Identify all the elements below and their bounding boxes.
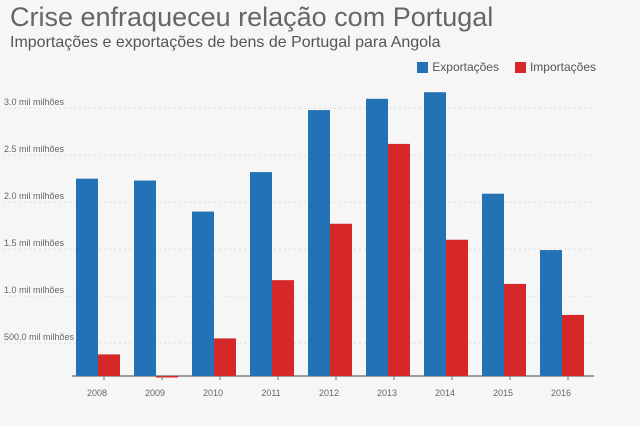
- y-tick-label: 2.5 mil milhões: [4, 144, 65, 154]
- legend-swatch-imports: [514, 61, 526, 73]
- bar-imports-2012[interactable]: [330, 223, 352, 376]
- x-tick-label: 2014: [435, 388, 455, 398]
- bar-imports-2014[interactable]: [446, 239, 468, 376]
- bar-exports-2013[interactable]: [366, 98, 388, 377]
- y-tick-label: 1.0 mil milhões: [4, 285, 65, 295]
- bar-exports-2016[interactable]: [540, 250, 562, 376]
- bar-exports-2015[interactable]: [482, 193, 504, 376]
- bar-exports-2009[interactable]: [134, 180, 156, 376]
- x-tick-label: 2015: [493, 388, 513, 398]
- y-tick-label: 500.0 mil milhões: [4, 332, 75, 342]
- bar-imports-2008[interactable]: [98, 354, 120, 376]
- bar-imports-2011[interactable]: [272, 280, 294, 376]
- x-tick-label: 2011: [261, 388, 280, 398]
- bar-imports-2013[interactable]: [388, 143, 410, 376]
- bar-exports-2011[interactable]: [250, 172, 272, 376]
- bar-imports-2010[interactable]: [214, 338, 236, 376]
- legend-item-imports[interactable]: Importações: [514, 60, 596, 74]
- y-tick-label: 2.0 mil milhões: [4, 191, 65, 201]
- bar-imports-2016[interactable]: [562, 314, 584, 376]
- legend-label-exports: Exportações: [432, 60, 499, 74]
- x-tick-label: 2010: [203, 388, 223, 398]
- y-tick-label: 1.5 mil milhões: [4, 238, 65, 248]
- bar-imports-2015[interactable]: [504, 283, 526, 376]
- x-tick-label: 2008: [87, 388, 107, 398]
- chart-title: Crise enfraqueceu relação com Portugal: [10, 2, 494, 32]
- chart-subtitle: Importações e exportações de bens de Por…: [10, 34, 441, 51]
- legend-label-imports: Importações: [529, 60, 596, 74]
- x-tick-label: 2016: [551, 388, 571, 398]
- bar-exports-2010[interactable]: [192, 211, 214, 376]
- legend-item-exports[interactable]: Exportações: [417, 60, 499, 74]
- x-tick-label: 2012: [319, 388, 339, 398]
- bar-imports-2009[interactable]: [156, 376, 178, 378]
- bar-exports-2012[interactable]: [308, 110, 330, 377]
- legend-swatch-exports: [417, 61, 429, 73]
- bar-exports-2008[interactable]: [76, 178, 98, 376]
- x-tick-label: 2009: [145, 388, 165, 398]
- y-tick-label: 3.0 mil milhões: [4, 97, 65, 107]
- legend: Exportações Importações: [417, 60, 596, 74]
- bar-exports-2014[interactable]: [424, 92, 446, 376]
- x-tick-label: 2013: [377, 388, 397, 398]
